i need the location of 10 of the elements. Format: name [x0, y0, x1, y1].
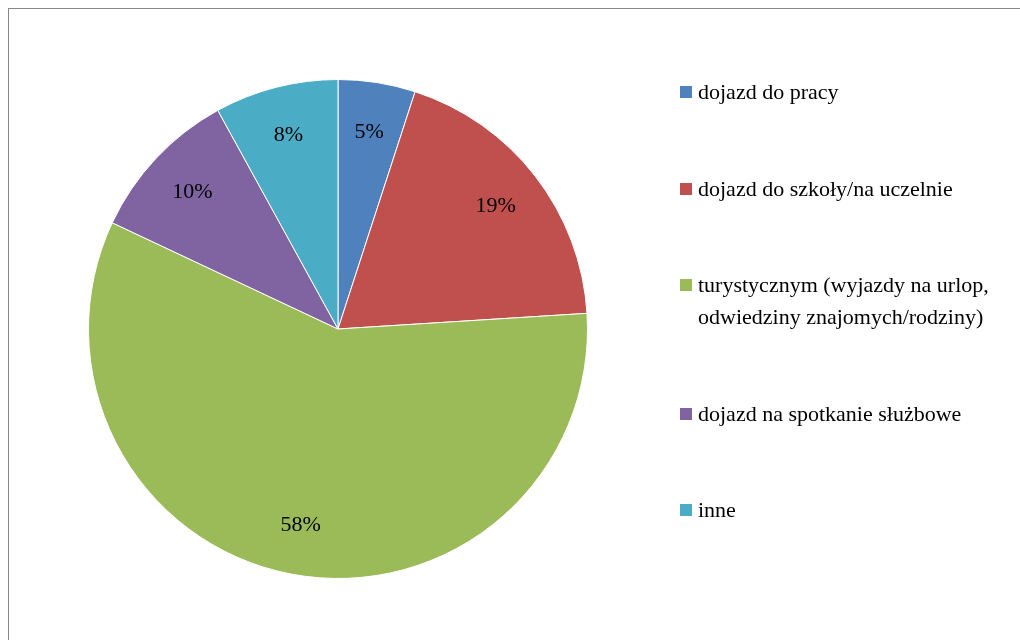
legend-label: dojazd do szkoły/na uczelnie [698, 174, 953, 203]
legend-label: dojazd na spotkanie służbowe [698, 399, 962, 428]
data-label: 5% [354, 117, 384, 143]
legend-label: dojazd do pracy [698, 78, 839, 106]
legend-label: inne [698, 496, 736, 524]
data-label: 8% [273, 121, 304, 147]
legend-label: turystycznym (wyjazdy na urlop, odwiedziny znajomych/rodziny) [698, 271, 990, 331]
data-label: 58% [280, 510, 321, 536]
data-label: 19% [475, 192, 516, 218]
data-label: 10% [172, 178, 213, 204]
